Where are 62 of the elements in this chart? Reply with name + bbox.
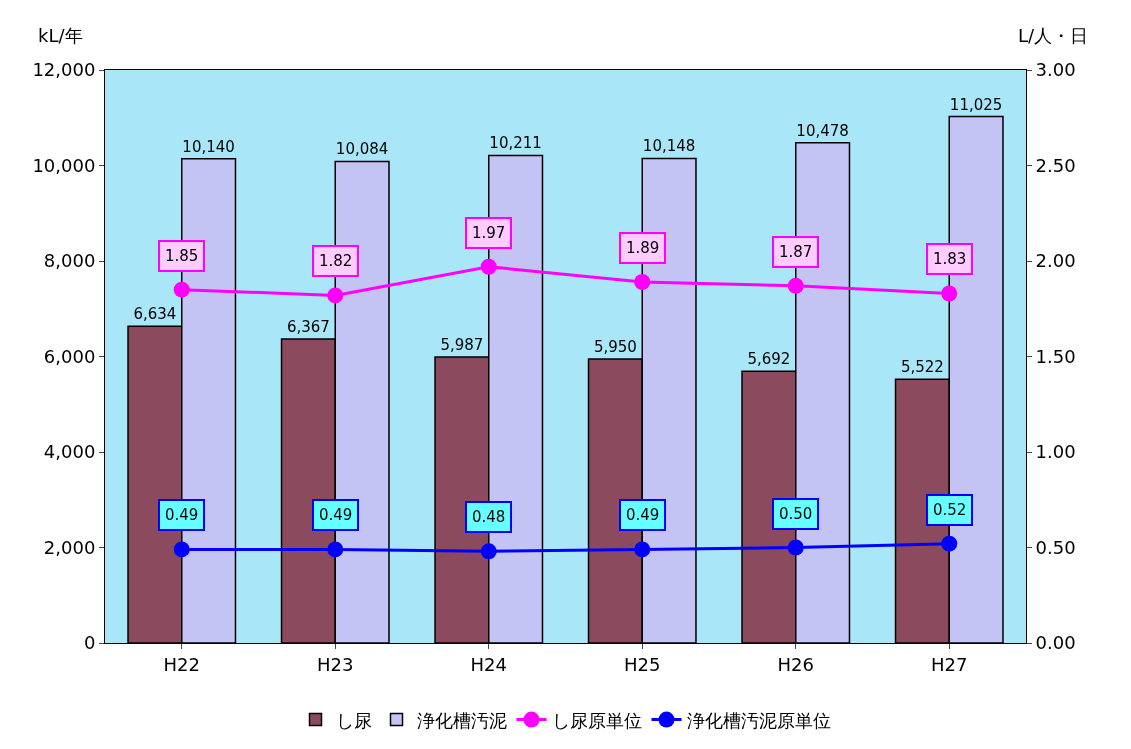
legend-label: 浄化槽汚泥: [416, 709, 507, 731]
y-tick-label: 10,000: [32, 154, 96, 176]
point: [634, 541, 651, 558]
data-label: 0.49: [165, 506, 199, 524]
data-label: 0.50: [779, 505, 813, 523]
data-label: 1.87: [779, 243, 813, 261]
data-label: 5,950: [593, 337, 637, 356]
y2-tick-label: 2.00: [1035, 250, 1076, 272]
x-tick-label: H22: [163, 653, 200, 675]
data-label: 0.48: [472, 508, 506, 526]
x-tick-label: H23: [317, 653, 354, 675]
data-label: 10,148: [642, 137, 696, 156]
y2-tick-label: 1.50: [1035, 345, 1076, 367]
x-tick-label: H27: [931, 653, 968, 675]
legend-label: 浄化槽汚泥原単位: [686, 709, 831, 731]
y2-tick-label: 1.00: [1035, 441, 1076, 463]
point: [941, 285, 958, 302]
data-label: 6,634: [133, 305, 177, 324]
data-label: 1.85: [165, 247, 199, 265]
x-tick-label: H26: [777, 653, 814, 675]
point: [480, 258, 497, 275]
point: [327, 287, 344, 304]
y-tick-label: 2,000: [43, 536, 96, 558]
data-label: 1.83: [933, 250, 967, 268]
data-label: 0.49: [319, 506, 353, 524]
point: [480, 543, 497, 560]
y-tick-label: 6,000: [43, 345, 96, 367]
y2-tick-label: 0.00: [1035, 632, 1076, 654]
point: [787, 277, 804, 294]
y-tick-label: 12,000: [32, 59, 96, 81]
legend-label: し尿原単位: [551, 709, 642, 731]
y2-tick-label: 2.50: [1035, 154, 1076, 176]
data-label: 5,987: [440, 336, 484, 355]
y2-tick-label: 3.00: [1035, 59, 1076, 81]
data-label: 10,084: [335, 140, 389, 159]
data-label: 10,478: [796, 121, 849, 140]
data-label: 10,140: [182, 137, 235, 156]
data-label: 5,522: [900, 358, 944, 377]
data-label: 5,692: [747, 350, 791, 369]
data-label: 11,025: [949, 95, 1003, 114]
point: [787, 539, 804, 556]
data-label: 1.97: [472, 224, 506, 242]
y-tick-label: 8,000: [43, 250, 96, 272]
point: [634, 274, 651, 290]
legend-label: し尿: [335, 709, 372, 731]
data-label: 1.89: [626, 239, 660, 257]
y2-axis-title: L/人・日: [1018, 25, 1089, 46]
point: [327, 541, 344, 558]
x-tick-label: H24: [470, 653, 507, 675]
data-label: 0.52: [933, 501, 967, 519]
x-tick-label: H25: [624, 653, 661, 675]
data-label: 10,211: [489, 134, 542, 153]
point: [941, 535, 958, 552]
y-tick-label: 0: [83, 632, 96, 654]
y-tick-label: 4,000: [43, 441, 96, 463]
point: [173, 281, 190, 298]
y-axis-title: kL/年: [38, 25, 83, 46]
data-label: 0.49: [626, 506, 660, 524]
y2-tick-label: 0.50: [1035, 536, 1076, 558]
data-label: 1.82: [319, 252, 353, 270]
point: [173, 541, 190, 558]
data-label: 6,367: [286, 317, 330, 336]
